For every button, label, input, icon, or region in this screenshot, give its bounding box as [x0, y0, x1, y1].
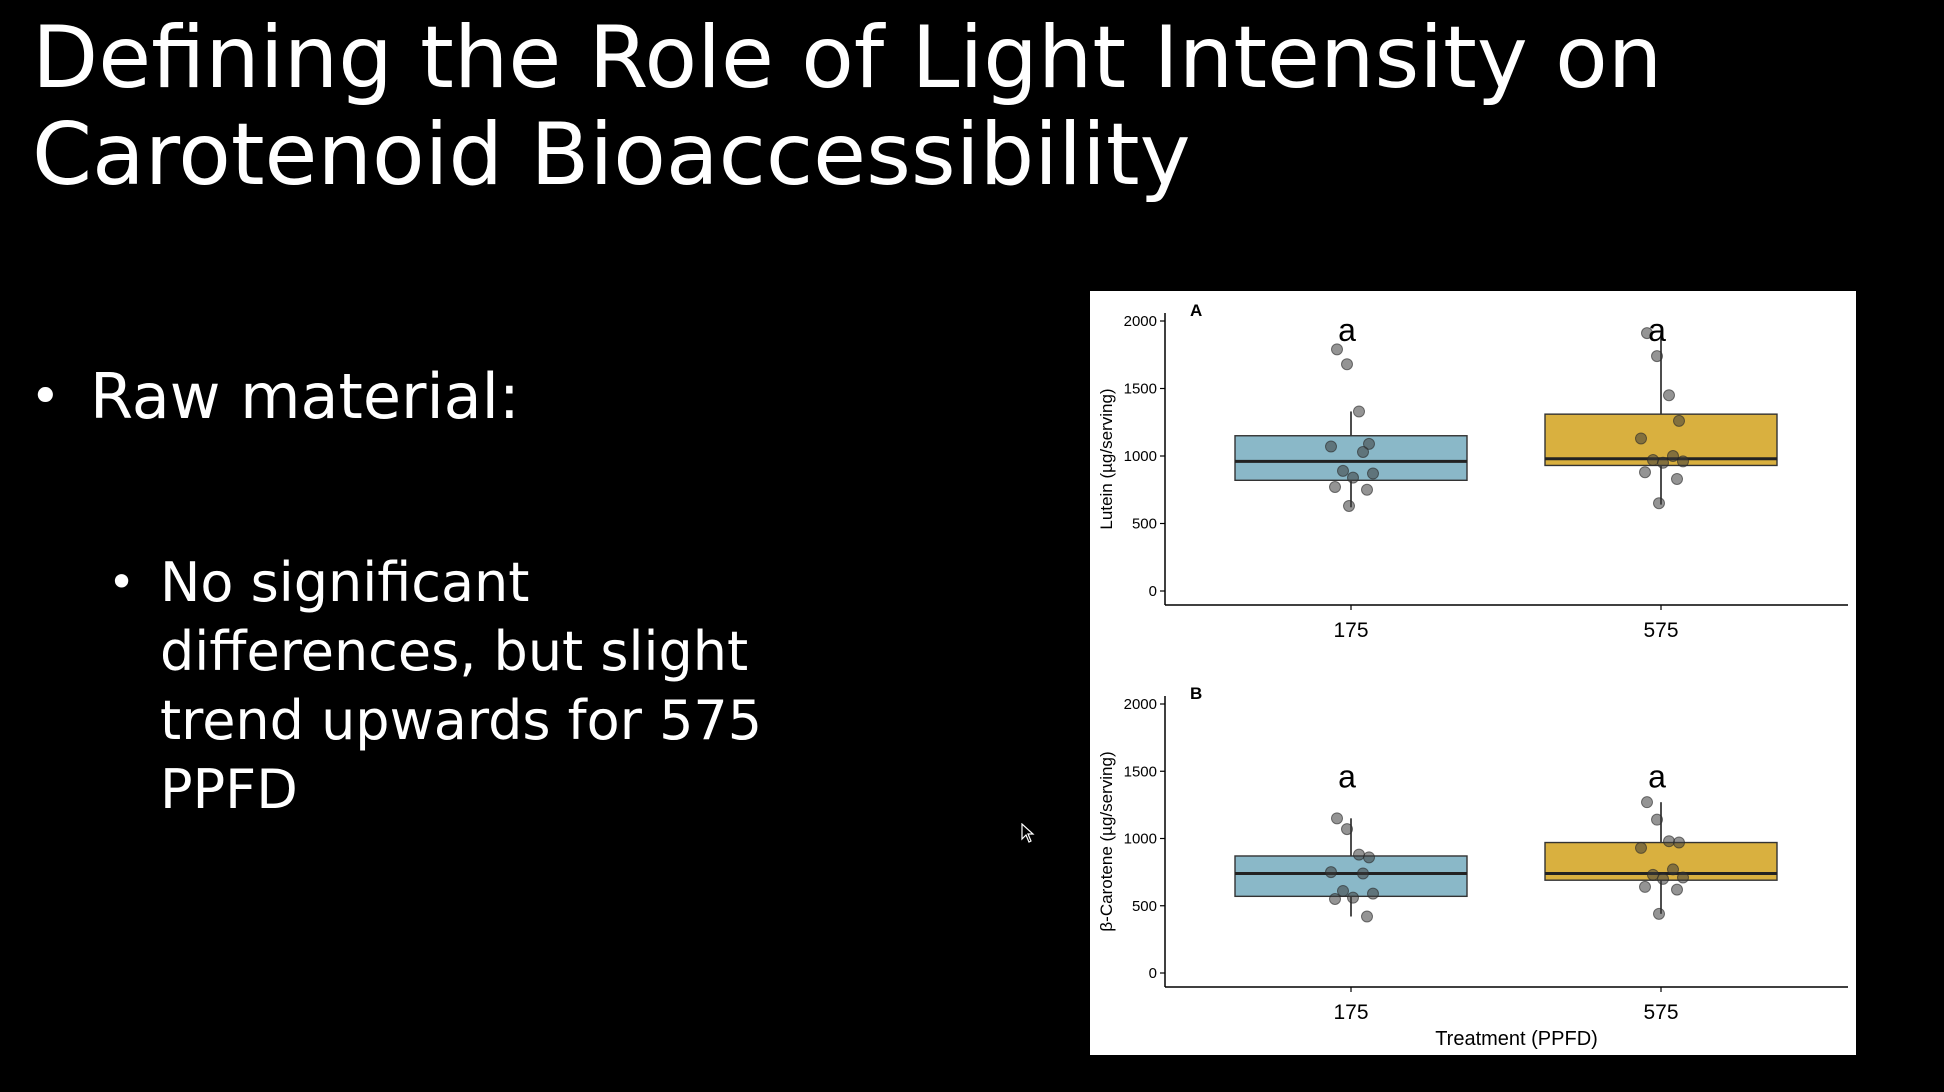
data-point: [1653, 907, 1665, 920]
significance-letter: a: [1648, 759, 1666, 795]
slide-title-line2: Carotenoid Bioaccessibility: [32, 105, 1191, 205]
data-point: [1653, 497, 1665, 510]
figure-panel: 0 500 1000 1500 2000 A Lutein (µg/serving) 175 5…: [1090, 291, 1856, 1055]
boxplot-figure: 0 500 1000 1500 2000 A Lutein (µg/serving) 175 5…: [1097, 301, 1848, 1050]
y-tick-label: 2000: [1124, 313, 1157, 330]
x-tick-label: 175: [1333, 1001, 1368, 1024]
slide-title: Defining the Role of Light Intensity on …: [32, 10, 1732, 204]
box-iqr: [1544, 413, 1778, 467]
x-tick-label: 175: [1333, 619, 1368, 642]
y-axis-label: Lutein (µg/serving): [1097, 388, 1116, 529]
data-point: [1363, 437, 1375, 450]
sub-bullet-dot-icon: •: [108, 555, 136, 609]
data-point: [1329, 893, 1341, 906]
data-point: [1367, 467, 1379, 480]
data-point: [1341, 358, 1353, 371]
data-point: [1341, 823, 1353, 836]
data-point: [1331, 812, 1343, 825]
data-point: [1325, 866, 1337, 879]
data-point: [1639, 880, 1651, 893]
data-point: [1635, 432, 1647, 445]
y-tick-label: 2000: [1124, 696, 1157, 713]
data-point: [1651, 813, 1663, 826]
panel-label: A: [1190, 301, 1202, 320]
x-axis-label: Treatment (PPFD): [1435, 1028, 1598, 1050]
data-point: [1361, 910, 1373, 923]
data-point: [1357, 445, 1369, 458]
data-point: [1639, 466, 1651, 479]
data-point: [1677, 455, 1689, 468]
significance-letter: a: [1338, 312, 1356, 348]
y-tick-label: 0: [1149, 965, 1157, 982]
data-point: [1331, 343, 1343, 356]
box-iqr: [1234, 855, 1468, 898]
data-point: [1651, 350, 1663, 363]
x-tick-label: 575: [1643, 619, 1678, 642]
data-point: [1641, 796, 1653, 809]
data-point: [1667, 863, 1679, 876]
y-tick-label: 500: [1132, 516, 1157, 533]
data-point: [1667, 450, 1679, 462]
data-point: [1357, 867, 1369, 880]
data-point: [1337, 884, 1349, 897]
data-point: [1657, 872, 1669, 885]
data-point: [1663, 389, 1675, 402]
y-tick-label: 1000: [1124, 448, 1157, 465]
data-point: [1671, 472, 1683, 485]
data-point: [1353, 848, 1365, 861]
panel-label: B: [1190, 684, 1202, 703]
significance-letter: a: [1338, 759, 1356, 795]
y-tick-label: 0: [1149, 583, 1157, 600]
data-point: [1673, 414, 1685, 427]
data-point: [1367, 887, 1379, 900]
bullet-dot-icon: •: [30, 367, 61, 427]
data-point: [1347, 471, 1359, 484]
y-tick-label: 1500: [1124, 763, 1157, 780]
data-point: [1677, 871, 1689, 884]
data-point: [1347, 891, 1359, 904]
data-point: [1663, 835, 1675, 848]
bullet-no-significant-differences: • No significant differences, but slight…: [108, 548, 828, 824]
mouse-pointer-icon: [1021, 823, 1035, 843]
data-point: [1673, 836, 1685, 849]
data-point: [1647, 868, 1659, 881]
data-point: [1657, 456, 1669, 469]
y-tick-label: 500: [1132, 898, 1157, 915]
bullet-raw-material-text: Raw material:: [90, 360, 520, 433]
data-point: [1647, 454, 1659, 467]
data-point: [1361, 483, 1373, 496]
data-point: [1337, 464, 1349, 477]
significance-letter: a: [1648, 312, 1666, 348]
y-axis-label: β-Carotene (µg/serving): [1097, 751, 1116, 931]
bullet-no-significant-differences-text: No significant differences, but slight t…: [160, 551, 763, 821]
data-point: [1363, 851, 1375, 864]
x-tick-label: 575: [1643, 1001, 1678, 1024]
data-point: [1353, 405, 1365, 418]
data-point: [1329, 481, 1341, 494]
data-point: [1343, 499, 1355, 512]
data-point: [1671, 883, 1683, 896]
slide-title-line1: Defining the Role of Light Intensity on: [32, 8, 1663, 108]
data-point: [1325, 440, 1337, 453]
data-point: [1641, 327, 1653, 340]
y-tick-label: 1500: [1124, 381, 1157, 398]
data-point: [1635, 841, 1647, 854]
y-tick-label: 1000: [1124, 831, 1157, 848]
bullet-raw-material: • Raw material:: [30, 362, 520, 432]
